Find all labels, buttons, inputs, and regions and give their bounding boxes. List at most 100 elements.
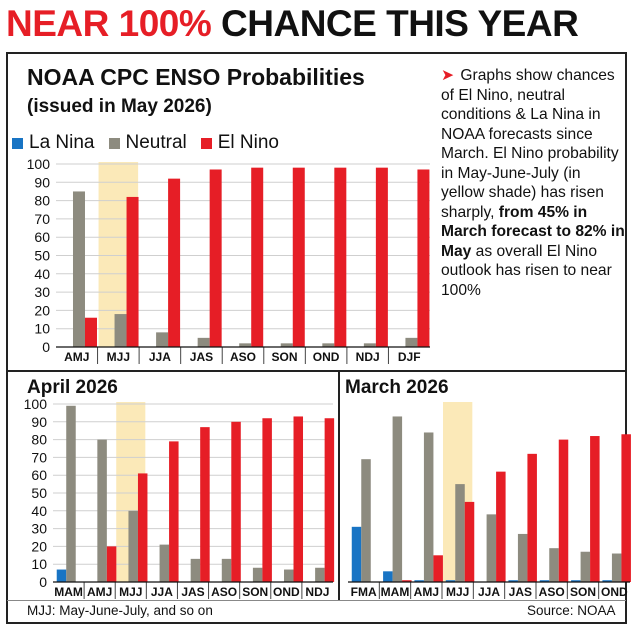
- x-tick-label: ASO: [211, 585, 237, 599]
- bar-neutral: [580, 551, 591, 582]
- bar-el-nino: [200, 427, 210, 582]
- bar-neutral: [284, 569, 294, 582]
- chart-title: NOAA CPC ENSO Probabilities: [27, 64, 365, 90]
- bar-el-nino: [527, 453, 537, 582]
- x-tick-label: OND: [313, 350, 340, 364]
- legend-swatch-la-nina: [12, 137, 23, 149]
- y-tick-label: 10: [31, 556, 47, 572]
- bar-neutral: [239, 343, 252, 347]
- y-tick-label: 90: [31, 414, 47, 430]
- bar-el-nino: [209, 169, 222, 347]
- bar-neutral: [486, 514, 497, 582]
- x-tick-label: OND: [273, 585, 300, 599]
- y-tick-label: 60: [31, 467, 47, 483]
- bar-el-nino: [324, 418, 335, 582]
- x-tick-label: JJA: [151, 585, 173, 599]
- bar-la-nina: [414, 580, 424, 582]
- bar-el-nino: [106, 546, 117, 582]
- x-tick-label: NDJ: [356, 350, 380, 364]
- x-tick-label: AMJ: [414, 585, 439, 599]
- y-tick-label: 0: [42, 339, 50, 355]
- bar-el-nino: [137, 473, 148, 582]
- bar-neutral: [517, 533, 528, 582]
- headline-highlight: NEAR 100%: [6, 3, 212, 44]
- y-tick-label: 30: [34, 284, 50, 300]
- y-tick-label: 50: [34, 248, 50, 264]
- bar-el-nino: [375, 167, 388, 347]
- y-tick-label: 80: [34, 193, 50, 209]
- bar-la-nina: [383, 571, 393, 582]
- x-tick-label: AMJ: [64, 350, 89, 364]
- explanatory-note: ➤ Graphs show chances of El Nino, neutra…: [441, 66, 627, 300]
- bar-neutral: [423, 432, 434, 582]
- y-tick-label: 40: [34, 266, 50, 282]
- bar-neutral: [361, 459, 371, 582]
- headline-rest: CHANCE THIS YEAR: [221, 3, 579, 44]
- x-tick-label: MJJ: [107, 350, 130, 364]
- x-tick-label: ASO: [539, 585, 565, 599]
- x-tick-label: FMA: [351, 585, 377, 599]
- bar-la-nina: [56, 569, 67, 582]
- bar-el-nino: [590, 436, 600, 582]
- column-divider: [338, 371, 340, 600]
- x-tick-label: ASO: [230, 350, 256, 364]
- legend-label-neutral: Neutral: [125, 132, 187, 153]
- x-tick-label: NDJ: [305, 585, 329, 599]
- bar-el-nino: [334, 167, 347, 347]
- bar-el-nino: [84, 317, 97, 347]
- bar-el-nino: [231, 421, 241, 582]
- x-tick-label: AMJ: [87, 585, 112, 599]
- x-tick-label: DJF: [398, 350, 421, 364]
- bar-neutral: [392, 416, 403, 582]
- bar-neutral: [72, 191, 85, 347]
- chart-subtitle: (issued in May 2026): [27, 96, 212, 117]
- y-tick-label: 20: [34, 302, 50, 318]
- y-tick-label: 70: [31, 449, 47, 465]
- bar-el-nino: [292, 167, 305, 347]
- bar-el-nino: [402, 580, 412, 582]
- bar-la-nina: [571, 580, 581, 582]
- bar-neutral: [322, 343, 335, 347]
- arrow-icon: ➤: [441, 67, 455, 84]
- bar-el-nino: [464, 501, 475, 582]
- bar-neutral: [66, 405, 76, 582]
- x-tick-label: JJA: [478, 585, 500, 599]
- x-tick-label: SON: [272, 350, 298, 364]
- y-tick-label: 70: [34, 211, 50, 227]
- y-tick-label: 40: [31, 503, 47, 519]
- bar-neutral: [97, 439, 107, 582]
- x-tick-label: MJJ: [119, 585, 142, 599]
- legend-swatch-el-nino: [200, 137, 212, 149]
- bar-neutral: [128, 510, 138, 582]
- bar-neutral: [221, 558, 232, 582]
- x-tick-label: SON: [570, 585, 596, 599]
- y-tick-label: 30: [31, 521, 47, 537]
- footer-source: Source: NOAA: [527, 603, 616, 618]
- note-text: Graphs show chances of El Nino, neutral …: [441, 67, 619, 221]
- y-tick-label: 100: [24, 396, 48, 412]
- bar-neutral: [611, 553, 622, 582]
- note-text-end: as overall El Nino outlook has risen to …: [441, 242, 612, 299]
- bar-neutral: [363, 343, 376, 347]
- headline: NEAR 100% CHANCE THIS YEAR: [6, 2, 579, 46]
- bar-neutral: [190, 558, 201, 582]
- chart-april-title: April 2026: [27, 377, 118, 398]
- bar-el-nino: [251, 167, 264, 347]
- x-tick-label: JAS: [181, 585, 204, 599]
- bar-el-nino: [496, 471, 506, 582]
- footer-divider: [7, 600, 626, 601]
- section-divider: [7, 370, 626, 372]
- bar-la-nina: [351, 526, 362, 582]
- bar-el-nino: [169, 441, 179, 582]
- bar-neutral: [405, 337, 418, 347]
- legend-swatch-neutral: [108, 137, 120, 149]
- bar-la-nina: [508, 580, 518, 582]
- bar-el-nino: [126, 196, 139, 347]
- y-tick-label: 10: [34, 321, 50, 337]
- y-tick-label: 80: [31, 432, 47, 448]
- bar-el-nino: [262, 418, 272, 582]
- bar-neutral: [156, 332, 169, 347]
- x-tick-label: OND: [601, 585, 628, 599]
- y-tick-label: 100: [27, 156, 51, 172]
